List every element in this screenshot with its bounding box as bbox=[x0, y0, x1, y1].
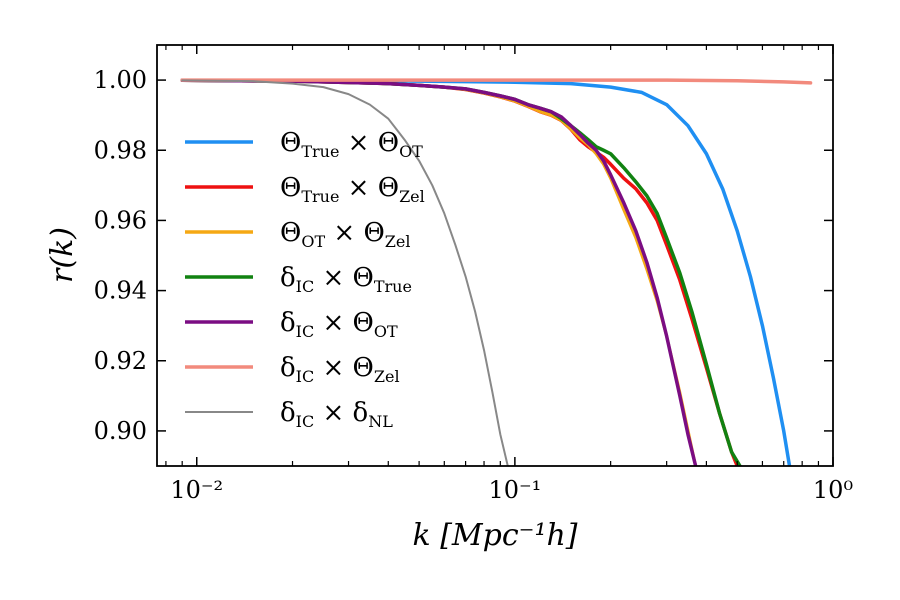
x-tick-label: 10⁻² bbox=[170, 476, 223, 504]
y-axis-label: r(k) bbox=[45, 227, 80, 283]
legend: ΘTrue × ΘOT ΘTrue × ΘZel ΘOT × ΘZel δIC × Θ… bbox=[185, 128, 425, 431]
ticks-layer bbox=[157, 45, 834, 466]
legend-label-6: δIC × δNL bbox=[280, 398, 393, 431]
y-tick-label: 0.92 bbox=[94, 347, 147, 375]
series-line-5 bbox=[180, 78, 813, 85]
x-tick-label: 10⁻¹ bbox=[488, 476, 541, 504]
legend-label-4: δIC × ΘOT bbox=[280, 308, 398, 341]
series-line-0 bbox=[180, 78, 792, 466]
series-line-6 bbox=[181, 79, 509, 466]
y-tick-label: 0.94 bbox=[94, 277, 147, 305]
plot-frame bbox=[156, 44, 834, 467]
series-line-2 bbox=[180, 78, 698, 466]
x-axis-label: k [Mpc⁻¹h] bbox=[412, 518, 577, 553]
y-tick-label: 1.00 bbox=[94, 66, 147, 94]
y-tick-label: 0.96 bbox=[94, 206, 147, 234]
series-line-3 bbox=[180, 78, 742, 466]
series-layer bbox=[180, 78, 813, 466]
legend-label-5: δIC × ΘZel bbox=[280, 353, 400, 386]
y-tick-label: 0.90 bbox=[94, 417, 147, 445]
legend-label-0: ΘTrue × ΘOT bbox=[280, 128, 423, 161]
legend-label-3: δIC × ΘTrue bbox=[280, 263, 412, 296]
series-line-1 bbox=[180, 78, 739, 466]
x-tick-label: 10⁰ bbox=[813, 476, 853, 504]
tick-labels-layer: 10⁻² 10⁻¹ 10⁰ 1.00 0.98 0.96 0.94 0.92 0.90 bbox=[94, 66, 854, 504]
legend-label-1: ΘTrue × ΘZel bbox=[280, 173, 425, 206]
series-line-4 bbox=[180, 78, 698, 466]
y-tick-label: 0.98 bbox=[94, 136, 147, 164]
legend-label-2: ΘOT × ΘZel bbox=[280, 218, 410, 251]
